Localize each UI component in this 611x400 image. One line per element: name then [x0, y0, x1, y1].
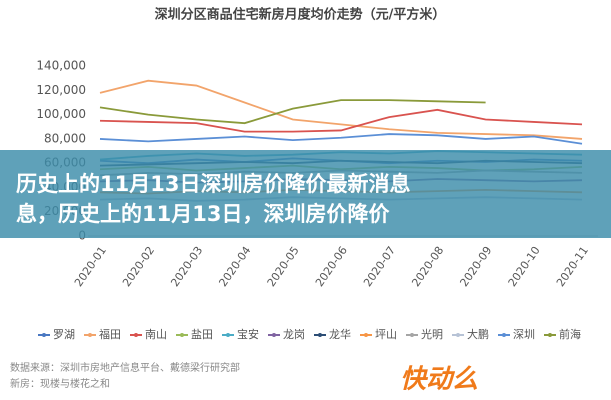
y-tick-label: 140,000: [36, 59, 86, 73]
banner-text: 历史上的11月13日深圳房价降价最新消息: [16, 172, 410, 196]
y-tick-label: 120,000: [36, 83, 86, 97]
legend-label: 前海: [559, 327, 581, 341]
series-line: [99, 99, 486, 125]
legend-label: 南山: [145, 328, 167, 341]
watermark: 快动么: [400, 365, 478, 395]
y-tick-label: 100,000: [36, 107, 86, 121]
legend-label: 大鹏: [467, 327, 489, 341]
series-line: [99, 79, 583, 140]
annotation: 数据来源：深圳市房地产信息平台、戴德梁行研究部: [10, 361, 240, 374]
chart-title: 深圳分区商品住宅新房月度均价走势（元/平方米）: [155, 7, 446, 23]
series-line: [99, 133, 583, 145]
legend-marker: [410, 333, 414, 337]
legend-marker: [88, 333, 92, 337]
legend-label: 光明: [421, 327, 443, 341]
annotation: 新房：现楼与楼花之和: [10, 377, 110, 390]
legend-label: 盐田: [191, 328, 213, 341]
banner-text: 息，历史上的11月13日，深圳房价降价: [16, 202, 390, 226]
legend-label: 宝安: [237, 327, 259, 341]
y-tick-label: 80,000: [44, 131, 86, 145]
legend-label: 罗湖: [53, 328, 75, 341]
legend-marker: [364, 333, 368, 337]
legend-label: 福田: [99, 327, 121, 341]
legend-marker: [134, 333, 138, 337]
legend-label: 龙华: [329, 327, 351, 341]
legend-marker: [42, 333, 46, 337]
legend-marker: [456, 333, 460, 337]
legend-marker: [502, 333, 506, 337]
legend-label: 龙岗: [283, 328, 305, 341]
legend-marker: [548, 333, 552, 337]
legend-marker: [272, 333, 276, 337]
series-line: [99, 108, 583, 133]
legend-label: 坪山: [375, 328, 397, 341]
legend-label: 深圳: [513, 328, 535, 341]
legend-marker: [318, 333, 322, 337]
legend-marker: [180, 333, 184, 337]
legend-marker: [226, 333, 230, 337]
banner: [0, 150, 611, 238]
